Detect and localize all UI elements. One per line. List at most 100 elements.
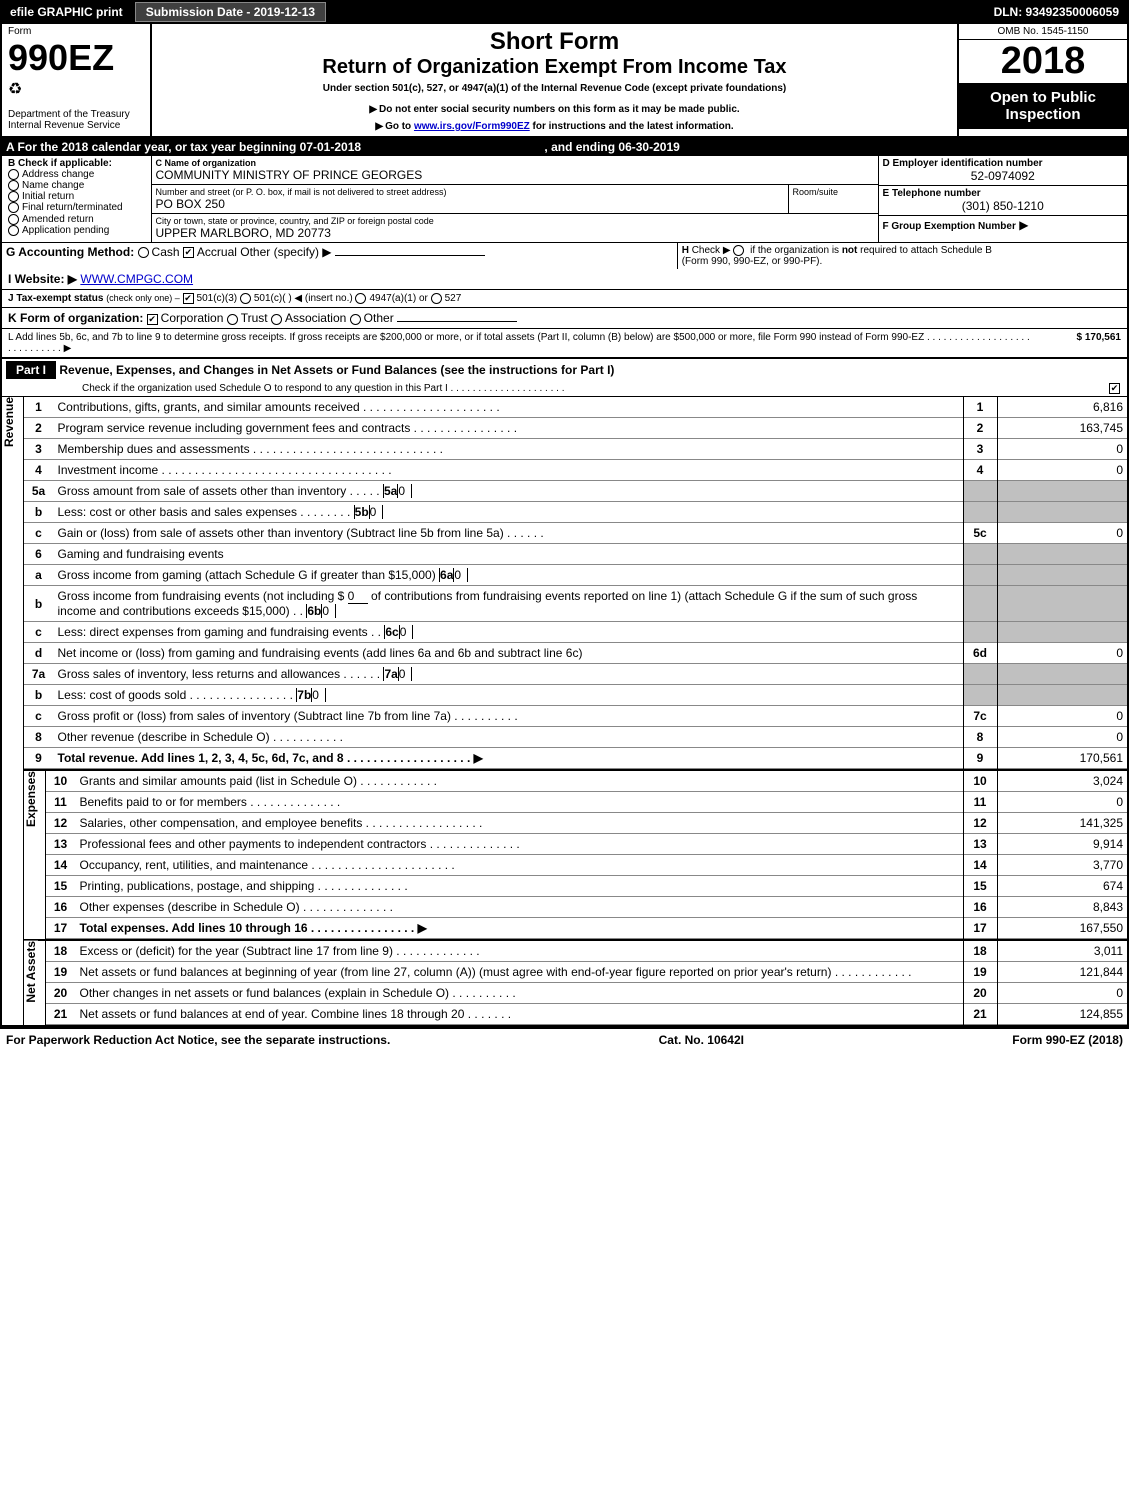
l13-a: 9,914 bbox=[997, 834, 1127, 855]
l20-a: 0 bbox=[997, 983, 1127, 1004]
g-cash[interactable]: Cash bbox=[138, 245, 180, 259]
l5c-a: 0 bbox=[997, 523, 1127, 544]
k-other-label: Other bbox=[364, 311, 394, 325]
line-h-not: not bbox=[842, 245, 858, 256]
j-501c[interactable]: 501(c)( ) ◀ (insert no.) bbox=[240, 293, 353, 304]
l5a-t: Gross amount from sale of assets other t… bbox=[58, 484, 380, 498]
line-j-label: J Tax-exempt status bbox=[8, 293, 103, 304]
l20-t: Other changes in net assets or fund bala… bbox=[76, 983, 964, 1004]
chk-name-label: Name change bbox=[22, 180, 84, 191]
irs-link[interactable]: www.irs.gov/Form990EZ bbox=[414, 121, 530, 132]
line-7a: 7aGross sales of inventory, less returns… bbox=[24, 664, 1128, 685]
l18-t: Excess or (deficit) for the year (Subtra… bbox=[76, 941, 964, 962]
ssn-warning: Do not enter social security numbers on … bbox=[160, 104, 949, 115]
website-link[interactable]: WWW.CMPGC.COM bbox=[80, 272, 193, 286]
top-bar: efile GRAPHIC print Submission Date - 20… bbox=[0, 0, 1129, 24]
line-h-t2: if the organization is bbox=[750, 245, 842, 256]
goto-line: Go to www.irs.gov/Form990EZ for instruct… bbox=[160, 121, 949, 132]
l7c-a: 0 bbox=[997, 706, 1127, 727]
l7b-n: b bbox=[24, 685, 54, 706]
l11-rn: 11 bbox=[963, 792, 997, 813]
g-other-label: Other (specify) ▶ bbox=[240, 245, 331, 259]
chk-name-change[interactable]: Name change bbox=[8, 180, 145, 191]
gh-table: G Accounting Method: Cash ✔Accrual Other… bbox=[0, 242, 1129, 269]
l18-n: 18 bbox=[46, 941, 76, 962]
j-501c3[interactable]: ✔501(c)(3) bbox=[183, 293, 238, 304]
revenue-lines: 1Contributions, gifts, grants, and simil… bbox=[24, 397, 1128, 769]
l14-a: 3,770 bbox=[997, 855, 1127, 876]
part1-checkbox[interactable]: ✔ bbox=[1109, 383, 1120, 394]
l4-a: 0 bbox=[997, 460, 1127, 481]
g-accrual[interactable]: ✔Accrual bbox=[183, 245, 237, 259]
line-16: 16Other expenses (describe in Schedule O… bbox=[46, 897, 1128, 918]
footer-mid: Cat. No. 10642I bbox=[659, 1033, 744, 1047]
l6b-n: b bbox=[24, 586, 54, 622]
l9-n: 9 bbox=[24, 748, 54, 769]
k-other[interactable]: Other bbox=[350, 311, 394, 325]
chk-amend-label: Amended return bbox=[22, 214, 94, 225]
j-527[interactable]: 527 bbox=[431, 293, 462, 304]
l6b-t1: Gross income from fundraising events (no… bbox=[58, 589, 348, 603]
chk-app-label: Application pending bbox=[22, 225, 109, 236]
recycle-icon: ♻ bbox=[8, 79, 144, 99]
l21-t: Net assets or fund balances at end of ye… bbox=[76, 1004, 964, 1025]
l15-a: 674 bbox=[997, 876, 1127, 897]
k-corp[interactable]: ✔Corporation bbox=[147, 311, 224, 325]
line-i: I Website: ▶ WWW.CMPGC.COM bbox=[0, 269, 1129, 290]
k-assoc[interactable]: Association bbox=[271, 311, 346, 325]
l6a-rn-grey bbox=[963, 565, 997, 586]
goto-post: for instructions and the latest informat… bbox=[530, 121, 734, 132]
chk-address-change[interactable]: Address change bbox=[8, 169, 145, 180]
l6c-t: Less: direct expenses from gaming and fu… bbox=[58, 625, 382, 639]
line-h-t3: required to attach Schedule B bbox=[857, 245, 992, 256]
org-address: PO BOX 250 bbox=[156, 197, 784, 211]
tax-year: 2018 bbox=[959, 40, 1127, 83]
line-6b: b Gross income from fundraising events (n… bbox=[24, 586, 1128, 622]
l19-rn: 19 bbox=[963, 962, 997, 983]
footer-left: For Paperwork Reduction Act Notice, see … bbox=[6, 1033, 390, 1047]
k-trust[interactable]: Trust bbox=[227, 311, 268, 325]
subtitle: Under section 501(c), 527, or 4947(a)(1)… bbox=[160, 83, 949, 94]
l7a-a-grey bbox=[997, 664, 1127, 685]
chk-final-label: Final return/terminated bbox=[22, 203, 123, 214]
l9-rn: 9 bbox=[963, 748, 997, 769]
l12-rn: 12 bbox=[963, 813, 997, 834]
line-21: 21Net assets or fund balances at end of … bbox=[46, 1004, 1128, 1025]
l14-t: Occupancy, rent, utilities, and maintena… bbox=[76, 855, 964, 876]
l2-a: 163,745 bbox=[997, 418, 1127, 439]
chk-app-pending[interactable]: Application pending bbox=[8, 225, 145, 236]
g-other[interactable]: Other (specify) ▶ bbox=[240, 245, 331, 259]
l1-a: 6,816 bbox=[997, 397, 1127, 418]
g-accrual-label: Accrual bbox=[197, 245, 237, 259]
line-k-label: K Form of organization: bbox=[8, 311, 143, 325]
g-other-input[interactable] bbox=[335, 255, 485, 256]
l3-rn: 3 bbox=[963, 439, 997, 460]
submission-date: Submission Date - 2019-12-13 bbox=[135, 2, 326, 22]
l3-t: Membership dues and assessments . . . . … bbox=[54, 439, 964, 460]
l6-a-grey bbox=[997, 544, 1127, 565]
l7b-ia: 0 bbox=[312, 688, 326, 702]
chk-initial-return[interactable]: Initial return bbox=[8, 191, 145, 202]
part1-header: Part I Revenue, Expenses, and Changes in… bbox=[0, 359, 1129, 381]
line-5b: bLess: cost or other basis and sales exp… bbox=[24, 502, 1128, 523]
l5b-in: 5b bbox=[354, 505, 370, 519]
room-label: Room/suite bbox=[793, 187, 874, 197]
l2-rn: 2 bbox=[963, 418, 997, 439]
line-h-radio[interactable] bbox=[733, 245, 744, 256]
j-4947[interactable]: 4947(a)(1) or bbox=[355, 293, 427, 304]
k-other-input[interactable] bbox=[397, 321, 517, 322]
chk-final-return[interactable]: Final return/terminated bbox=[8, 202, 145, 213]
l7a-rn-grey bbox=[963, 664, 997, 685]
l7a-t: Gross sales of inventory, less returns a… bbox=[58, 667, 381, 681]
expense-lines: 10Grants and similar amounts paid (list … bbox=[46, 771, 1128, 939]
chk-amended-return[interactable]: Amended return bbox=[8, 214, 145, 225]
l8-n: 8 bbox=[24, 727, 54, 748]
efile-label: efile GRAPHIC print bbox=[0, 5, 133, 19]
l13-t: Professional fees and other payments to … bbox=[76, 834, 964, 855]
l6b-rn-grey bbox=[963, 586, 997, 622]
l12-n: 12 bbox=[46, 813, 76, 834]
l17-n: 17 bbox=[46, 918, 76, 939]
l7b-rn-grey bbox=[963, 685, 997, 706]
l21-n: 21 bbox=[46, 1004, 76, 1025]
l6c-ia: 0 bbox=[400, 625, 414, 639]
